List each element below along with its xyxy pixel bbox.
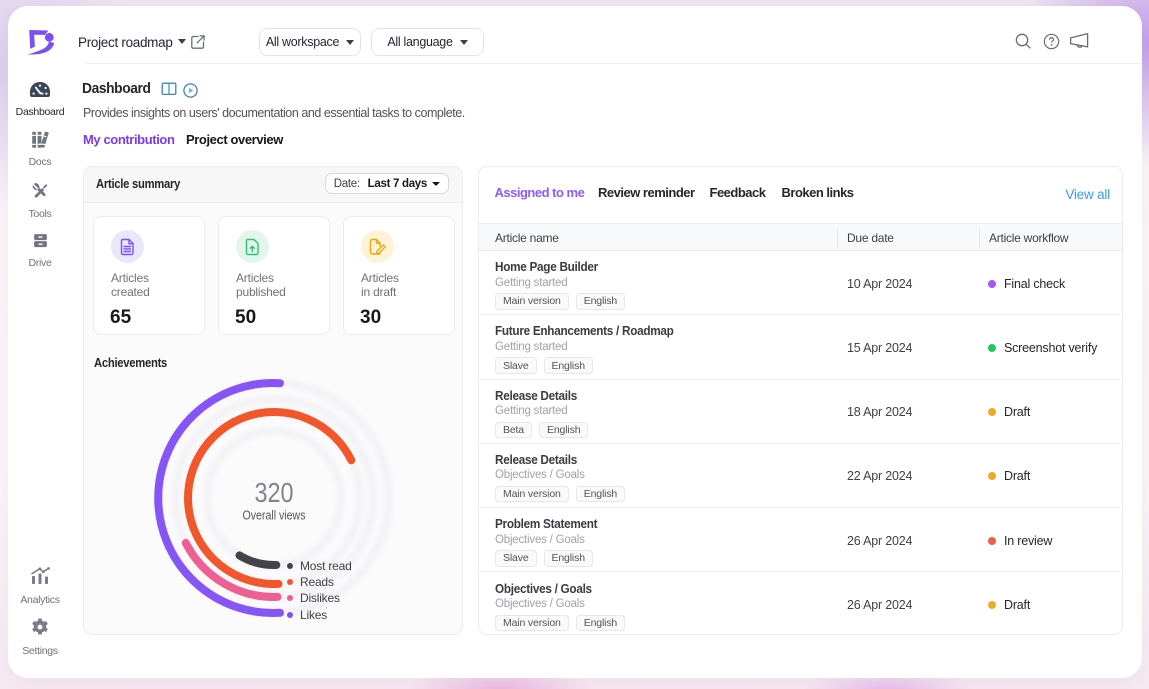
svg-text:320: 320 (255, 477, 294, 508)
svg-text:Overall views: Overall views (243, 509, 306, 523)
